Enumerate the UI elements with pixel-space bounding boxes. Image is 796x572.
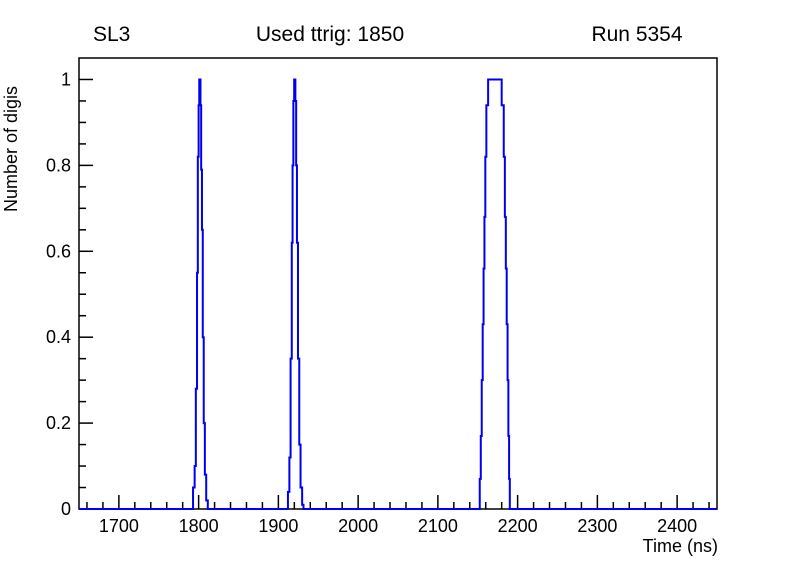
y-tick-label: 0.6 [46,241,71,261]
plot-frame [78,57,718,510]
axis-ticks-group [79,78,710,510]
histogram-group [79,78,717,510]
y-tick-label: 0 [61,499,71,519]
x-tick-label: 2000 [338,516,378,536]
y-tick-label: 0.2 [46,413,71,433]
x-tick-label: 2300 [577,516,617,536]
x-tick-label: 2200 [498,516,538,536]
x-tick-label: 1700 [99,516,139,536]
x-tick-label: 1800 [179,516,219,536]
plot-title: Used ttrig: 1850 [255,23,405,46]
y-tick-label: 1 [61,69,71,89]
run-number-label: Run 5354 [591,23,683,46]
y-tick-label: 0.8 [46,155,71,175]
superlayer-label: SL3 [93,23,131,46]
x-tick-label: 1900 [258,516,298,536]
frame-group [78,57,718,510]
x-tick-label: 2100 [418,516,458,536]
x-tick-label: 2400 [657,516,697,536]
y-tick-label: 0.4 [46,327,71,347]
x-axis-title: Time (ns) [642,536,718,556]
histogram-line [79,78,717,510]
tick-labels-group: 1700 1800 1900 2000 2100 2200 2300 2400 0 0.2 0.4 0… [46,69,697,536]
